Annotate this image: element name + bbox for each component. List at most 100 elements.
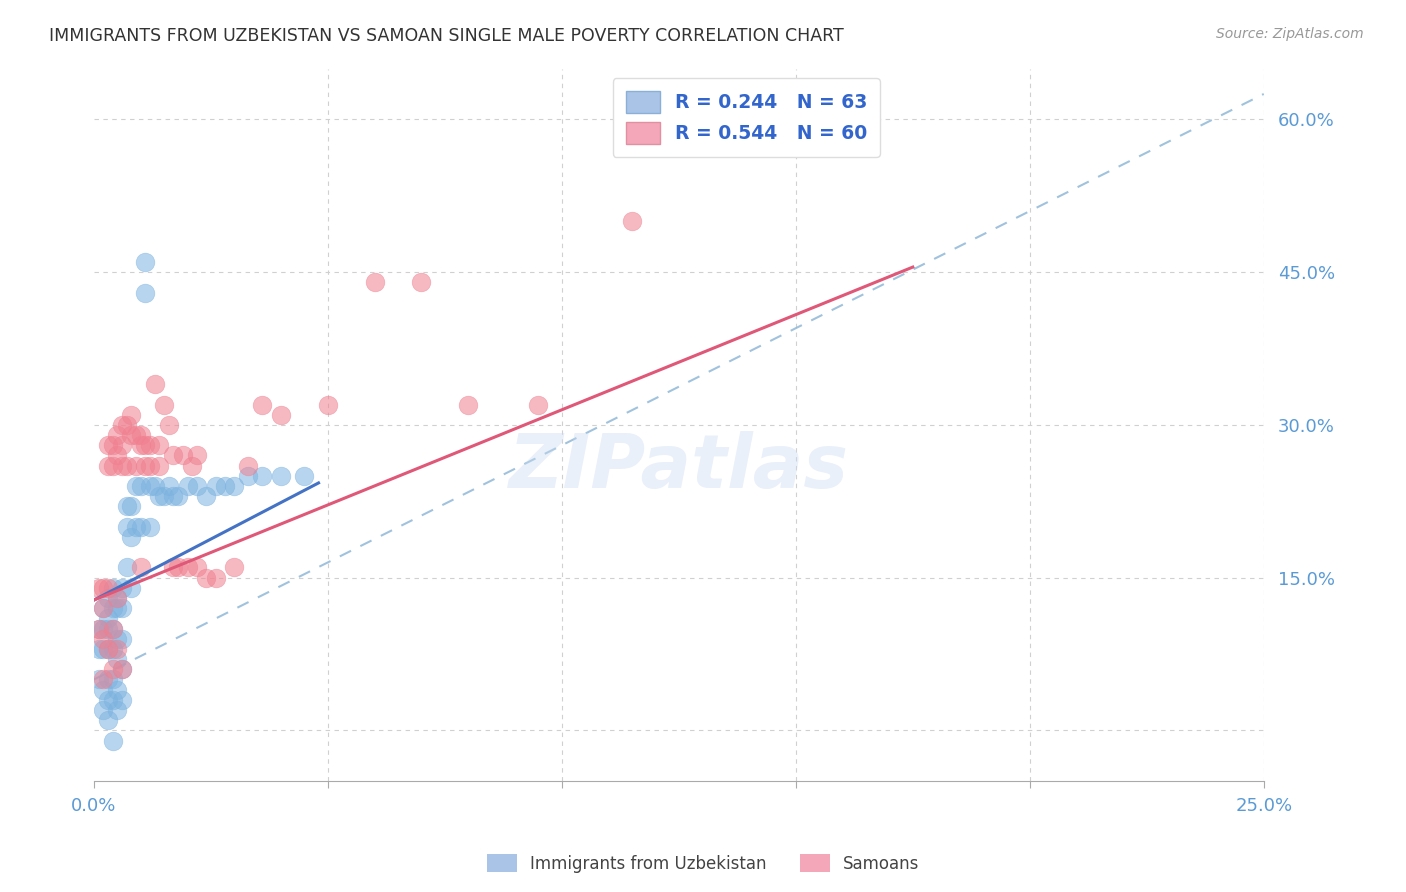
Point: [115, 500, 138, 514]
Point: [252, 398, 274, 412]
Point: [621, 214, 644, 228]
Point: [238, 458, 260, 473]
Point: [162, 560, 184, 574]
Point: [457, 398, 479, 412]
Point: [105, 632, 128, 646]
Point: [139, 438, 162, 452]
Point: [87, 641, 110, 656]
Point: [153, 489, 176, 503]
Point: [111, 438, 134, 452]
Point: [270, 408, 292, 422]
Point: [101, 438, 124, 452]
Point: [120, 530, 142, 544]
Point: [91, 673, 114, 687]
Point: [87, 622, 110, 636]
Point: [101, 581, 124, 595]
Point: [91, 641, 114, 656]
Point: [134, 285, 156, 300]
Point: [238, 468, 260, 483]
Point: [105, 591, 128, 605]
Point: [101, 673, 124, 687]
Point: [129, 479, 152, 493]
Point: [97, 641, 120, 656]
Text: Source: ZipAtlas.com: Source: ZipAtlas.com: [1216, 27, 1364, 41]
Point: [91, 622, 114, 636]
Point: [363, 276, 385, 290]
Point: [129, 560, 152, 574]
Point: [134, 438, 156, 452]
Point: [111, 417, 134, 432]
Point: [105, 703, 128, 717]
Point: [115, 519, 138, 533]
Point: [195, 489, 218, 503]
Point: [224, 479, 246, 493]
Point: [111, 662, 134, 676]
Point: [97, 713, 120, 727]
Point: [87, 622, 110, 636]
Point: [97, 641, 120, 656]
Point: [129, 519, 152, 533]
Point: [143, 377, 166, 392]
Point: [111, 458, 134, 473]
Point: [148, 458, 170, 473]
Point: [162, 449, 184, 463]
Point: [162, 489, 184, 503]
Point: [157, 479, 180, 493]
Point: [204, 479, 226, 493]
Point: [115, 458, 138, 473]
Point: [101, 662, 124, 676]
Point: [134, 255, 156, 269]
Point: [172, 449, 194, 463]
Point: [252, 468, 274, 483]
Text: ZIPatlas: ZIPatlas: [509, 431, 849, 504]
Point: [204, 571, 226, 585]
Point: [97, 591, 120, 605]
Point: [294, 468, 316, 483]
Point: [153, 398, 176, 412]
Point: [91, 682, 114, 697]
Point: [91, 581, 114, 595]
Point: [270, 468, 292, 483]
Point: [105, 449, 128, 463]
Point: [105, 682, 128, 697]
Point: [101, 601, 124, 615]
Point: [120, 428, 142, 442]
Point: [105, 601, 128, 615]
Legend: R = 0.244   N = 63, R = 0.544   N = 60: R = 0.244 N = 63, R = 0.544 N = 60: [613, 78, 880, 157]
Point: [87, 673, 110, 687]
Point: [125, 519, 148, 533]
Legend: Immigrants from Uzbekistan, Samoans: Immigrants from Uzbekistan, Samoans: [479, 847, 927, 880]
Point: [186, 560, 208, 574]
Point: [125, 428, 148, 442]
Point: [97, 458, 120, 473]
Point: [97, 611, 120, 625]
Point: [101, 622, 124, 636]
Point: [134, 458, 156, 473]
Point: [139, 479, 162, 493]
Point: [115, 560, 138, 574]
Point: [111, 662, 134, 676]
Point: [97, 622, 120, 636]
Point: [91, 601, 114, 615]
Point: [97, 581, 120, 595]
Point: [115, 417, 138, 432]
Point: [125, 458, 148, 473]
Point: [148, 438, 170, 452]
Point: [105, 641, 128, 656]
Point: [91, 703, 114, 717]
Point: [139, 458, 162, 473]
Point: [224, 560, 246, 574]
Point: [139, 519, 162, 533]
Point: [129, 428, 152, 442]
Point: [105, 591, 128, 605]
Point: [97, 693, 120, 707]
Point: [111, 581, 134, 595]
Point: [120, 408, 142, 422]
Point: [148, 489, 170, 503]
Point: [101, 693, 124, 707]
Point: [111, 601, 134, 615]
Point: [214, 479, 236, 493]
Point: [186, 449, 208, 463]
Point: [91, 601, 114, 615]
Point: [176, 479, 198, 493]
